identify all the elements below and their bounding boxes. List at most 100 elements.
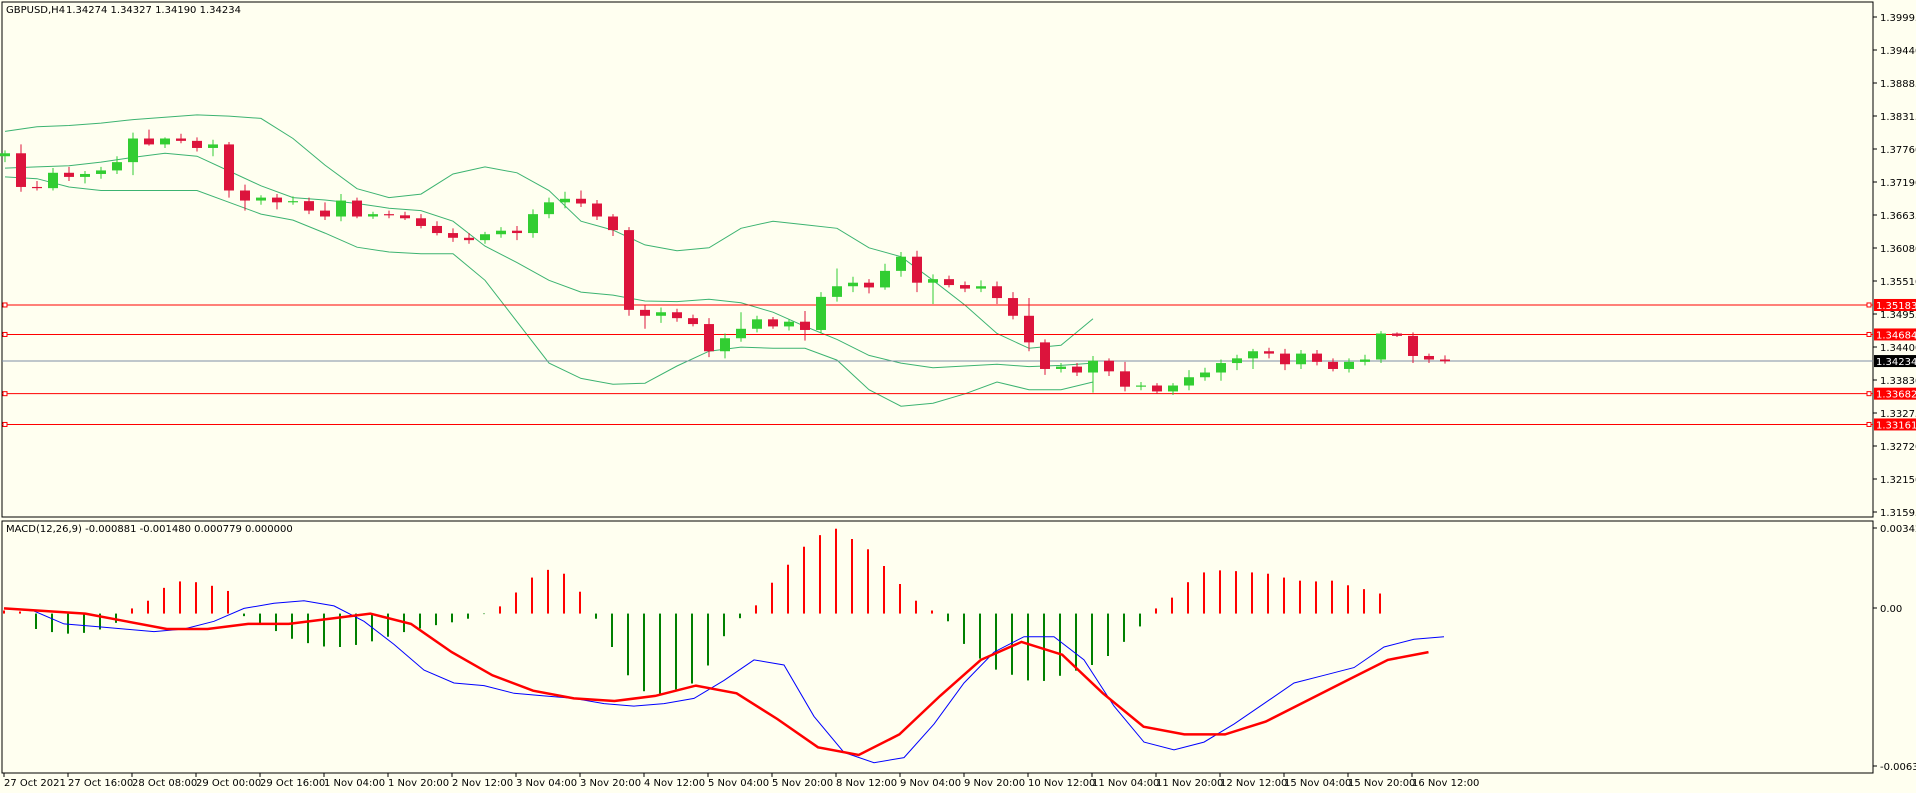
price-tick-label: 1.36635 bbox=[1880, 211, 1916, 222]
price-tick-label: 1.39440 bbox=[1880, 46, 1916, 57]
ohlc-values: 1.34274 1.34327 1.34190 1.34234 bbox=[66, 5, 241, 16]
bear-candle bbox=[64, 172, 74, 177]
bear-candle bbox=[640, 309, 650, 316]
bear-candle bbox=[1328, 361, 1338, 369]
bull-candle bbox=[1360, 359, 1370, 362]
bear-candle bbox=[1072, 366, 1082, 373]
bull-candle bbox=[1216, 363, 1226, 373]
bull-candle bbox=[256, 197, 266, 201]
bull-candle bbox=[1248, 351, 1258, 359]
time-tick-label: 2 Nov 12:00 bbox=[452, 778, 513, 789]
time-tick-label: 16 Nov 12:00 bbox=[1412, 778, 1479, 789]
bear-candle bbox=[448, 233, 458, 238]
bear-candle bbox=[1152, 385, 1162, 392]
macd-tick-label: 0.003427 bbox=[1880, 524, 1916, 535]
bollinger-bands bbox=[4, 114, 1094, 407]
bull-candle bbox=[1296, 353, 1306, 365]
bull-candle bbox=[288, 201, 298, 203]
horizontal-lines[interactable] bbox=[2, 302, 1873, 427]
price-tick-label: 1.34955 bbox=[1880, 310, 1916, 321]
price-tick-label: 1.38315 bbox=[1880, 112, 1916, 123]
bull-candle bbox=[832, 286, 842, 297]
price-tag-label: 1.34234 bbox=[1876, 357, 1916, 368]
price-tick-label: 1.39995 bbox=[1880, 13, 1916, 24]
level-price-tag bbox=[1874, 328, 1916, 341]
bull-candle bbox=[80, 173, 90, 177]
bull-candle bbox=[752, 319, 762, 329]
line-handle[interactable] bbox=[2, 391, 8, 397]
candlesticks bbox=[0, 129, 1450, 395]
bear-candle bbox=[1280, 353, 1290, 365]
bear-candle bbox=[704, 324, 714, 352]
bb-upper-line bbox=[4, 114, 1094, 349]
price-tick-label: 1.37190 bbox=[1880, 178, 1916, 189]
bear-candle bbox=[32, 186, 42, 189]
bull-candle bbox=[896, 256, 906, 271]
level-price-tag bbox=[1874, 298, 1916, 311]
bear-candle bbox=[512, 230, 522, 234]
time-tick-label: 10 Nov 12:00 bbox=[1028, 778, 1095, 789]
price-tick-label: 1.35510 bbox=[1880, 277, 1916, 288]
bear-candle bbox=[1120, 371, 1130, 387]
bear-candle bbox=[624, 230, 634, 310]
bear-candle bbox=[352, 200, 362, 217]
bull-candle bbox=[816, 296, 826, 330]
bull-candle bbox=[560, 198, 570, 203]
bear-candle bbox=[1424, 355, 1434, 360]
time-tick-label: 27 Oct 16:00 bbox=[68, 778, 133, 789]
bull-candle bbox=[1056, 366, 1066, 369]
bull-candle bbox=[480, 234, 490, 241]
bull-candle bbox=[1200, 372, 1210, 378]
line-handle[interactable] bbox=[1866, 421, 1872, 427]
line-handle[interactable] bbox=[1866, 302, 1872, 308]
bear-candle bbox=[464, 237, 474, 241]
bear-candle bbox=[224, 144, 234, 191]
bull-candle bbox=[48, 172, 58, 189]
time-tick-label: 12 Nov 12:00 bbox=[1220, 778, 1287, 789]
price-tick-label: 1.31595 bbox=[1880, 508, 1916, 519]
time-tick-label: 11 Nov 04:00 bbox=[1092, 778, 1159, 789]
time-tick-label: 28 Oct 08:00 bbox=[132, 778, 197, 789]
bear-candle bbox=[16, 153, 26, 187]
bear-candle bbox=[1312, 353, 1322, 362]
line-handle[interactable] bbox=[2, 331, 8, 337]
line-handle[interactable] bbox=[2, 421, 8, 427]
price-tick-label: 1.38885 bbox=[1880, 79, 1916, 90]
bear-candle bbox=[608, 216, 618, 231]
bull-candle bbox=[112, 162, 122, 171]
bull-candle bbox=[1344, 361, 1354, 369]
bear-candle bbox=[1040, 342, 1050, 369]
price-tag-label: 1.35183 bbox=[1876, 301, 1916, 312]
bear-candle bbox=[320, 210, 330, 217]
bull-candle bbox=[848, 282, 858, 287]
price-tag-label: 1.33682 bbox=[1876, 390, 1916, 401]
bear-candle bbox=[688, 318, 698, 325]
bull-candle bbox=[928, 279, 938, 283]
bear-candle bbox=[960, 285, 970, 289]
bull-candle bbox=[160, 138, 170, 145]
price-tick-label: 1.33275 bbox=[1880, 409, 1916, 420]
bull-candle bbox=[336, 200, 346, 217]
bear-candle bbox=[912, 256, 922, 283]
macd-main-line bbox=[3, 600, 1445, 764]
bull-candle bbox=[1232, 358, 1242, 364]
time-tick-label: 9 Nov 20:00 bbox=[964, 778, 1025, 789]
current-price-tag bbox=[1874, 355, 1916, 368]
line-handle[interactable] bbox=[1866, 391, 1872, 397]
level-price-tag bbox=[1874, 418, 1916, 431]
price-tick-label: 1.32720 bbox=[1880, 442, 1916, 453]
macd-signal-line bbox=[3, 607, 1429, 757]
time-tick-label: 15 Nov 20:00 bbox=[1348, 778, 1415, 789]
time-tick-label: 9 Nov 04:00 bbox=[900, 778, 961, 789]
price-panel[interactable] bbox=[1, 1, 1874, 518]
price-tick-label: 1.32150 bbox=[1880, 475, 1916, 486]
bear-candle bbox=[992, 286, 1002, 299]
macd-panel[interactable] bbox=[1, 520, 1874, 774]
bear-candle bbox=[800, 321, 810, 330]
line-handle[interactable] bbox=[2, 302, 8, 308]
bull-candle bbox=[368, 214, 378, 217]
time-tick-label: 1 Nov 20:00 bbox=[388, 778, 449, 789]
line-handle[interactable] bbox=[1866, 331, 1872, 337]
